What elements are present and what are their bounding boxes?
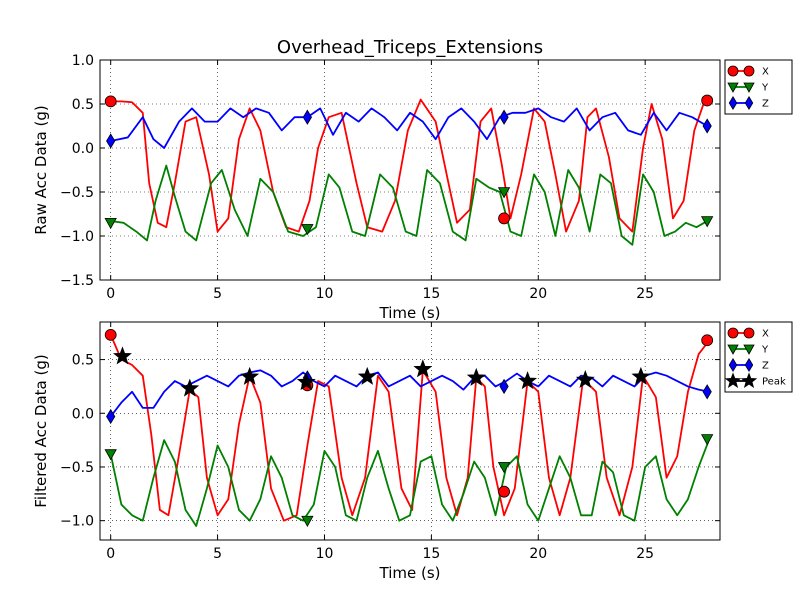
x-axis-label: Time (s) (379, 304, 441, 322)
marker-y (700, 434, 714, 446)
marker-x (498, 485, 510, 498)
marker-z (702, 118, 712, 134)
y-tick-label: −0.5 (60, 185, 94, 201)
marker-peak (180, 378, 200, 397)
legend-label-y: Y (761, 345, 769, 356)
legend-marker (743, 65, 755, 77)
marker-y (301, 515, 314, 527)
marker-x (104, 95, 117, 108)
marker-peak (575, 370, 595, 389)
legend-marker (728, 95, 738, 111)
legend-marker (727, 82, 739, 93)
legend-label-y: Y (761, 83, 769, 94)
x-tick-label: 15 (422, 286, 440, 302)
legend-label-z: Z (762, 99, 769, 110)
marker-z (702, 384, 712, 400)
legend-marker (727, 65, 739, 77)
x-tick-label: 0 (106, 546, 115, 562)
marker-z (106, 408, 116, 425)
marker-peak (357, 366, 377, 385)
legend-marker (744, 95, 754, 111)
marker-peak (466, 367, 486, 386)
marker-y (104, 449, 117, 461)
y-axis-label: Raw Acc Data (g) (32, 105, 50, 234)
marker-x (701, 334, 714, 347)
x-axis-label: Time (s) (379, 564, 441, 582)
series-line-z (110, 107, 708, 149)
y-tick-label: 1.0 (72, 53, 94, 69)
legend-label-x: X (762, 67, 769, 78)
y-tick-label: −1.0 (60, 514, 94, 530)
legend-marker (724, 372, 742, 388)
plot-area (109, 334, 711, 527)
marker-peak (240, 366, 260, 385)
series-line-y (110, 164, 708, 246)
marker-peak (518, 371, 538, 390)
marker-y (497, 187, 511, 199)
marker-z (499, 109, 509, 125)
legend-marker (727, 344, 739, 355)
x-tick-label: 25 (636, 286, 654, 302)
legend-marker (728, 357, 738, 373)
legend-label-z: Z (762, 361, 769, 372)
series-line-y (109, 438, 711, 527)
marker-z (499, 378, 509, 395)
marker-peak (413, 359, 433, 378)
marker-z (302, 109, 312, 125)
chart-title: Overhead_Triceps_Extensions (277, 37, 543, 58)
legend-marker (743, 344, 755, 355)
y-tick-label: −1.0 (60, 229, 94, 245)
x-tick-label: 5 (213, 546, 222, 562)
axes-frame (99, 59, 721, 281)
x-tick-label: 25 (636, 546, 654, 562)
marker-peak (296, 372, 316, 391)
plot-area (110, 98, 710, 246)
marker-y (301, 224, 314, 236)
y-tick-label: 0.5 (72, 97, 94, 113)
filtered-acc-panel: 0 5 10 15 20 25 −1.0 −0.5 0.0 0.5 Time (s) Filtered… (32, 321, 793, 582)
legend: XYZ Peak (724, 321, 793, 393)
marker-x (498, 212, 510, 225)
y-tick-label: −0.5 (60, 460, 94, 476)
marker-x (104, 328, 117, 341)
marker-peak (631, 366, 651, 385)
x-tick-label: 10 (316, 286, 334, 302)
legend-marker (744, 357, 754, 373)
marker-peak (112, 346, 132, 365)
marker-y (104, 217, 117, 230)
marker-x (701, 94, 714, 107)
x-tick-label: 5 (213, 286, 222, 302)
x-tick-label: 20 (529, 286, 547, 302)
legend-marker (727, 327, 739, 339)
legend: XYZ (724, 59, 793, 115)
marker-y (497, 462, 511, 474)
legend-marker (743, 327, 755, 339)
x-tick-label: 20 (529, 546, 547, 562)
x-tick-label: 10 (316, 546, 334, 562)
axes-frame (99, 321, 721, 541)
raw-acc-panel: 0 5 10 15 20 25 −1.5 −1.0 −0.5 0.0 0.5 1.0 Time (s) R… (32, 53, 793, 322)
series-line-z (109, 369, 710, 418)
legend-marker (740, 372, 758, 388)
y-tick-label: −1.5 (60, 273, 94, 289)
marker-z (106, 133, 116, 149)
legend-marker (743, 82, 755, 93)
series-line-x (109, 334, 711, 522)
marker-y (700, 216, 714, 228)
x-tick-label: 0 (106, 286, 115, 302)
y-tick-label: 0.5 (72, 353, 94, 369)
y-tick-label: 0.0 (72, 141, 94, 157)
legend-label-x: X (762, 329, 769, 340)
y-tick-label: 0.0 (72, 406, 94, 422)
y-axis-label: Filtered Acc Data (g) (32, 354, 50, 507)
legend-label-peak: Peak (762, 377, 786, 388)
x-tick-label: 15 (422, 546, 440, 562)
